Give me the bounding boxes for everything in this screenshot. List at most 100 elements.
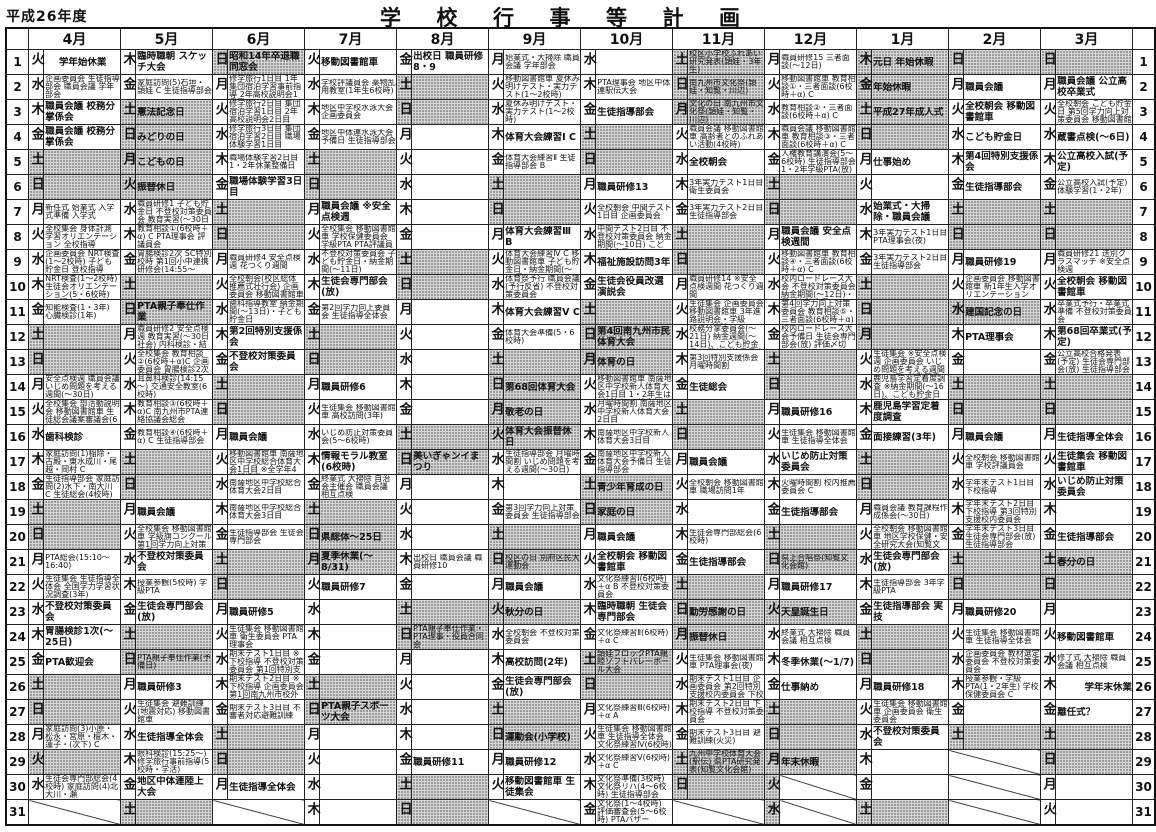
event-cell[interactable]: 文化祭練習Ⅰ(6校時)＋α B 不登校対策委員会	[595, 574, 673, 600]
event-cell[interactable]: 授業参観・学級PTA(1・2年生) 学校保健委員会 C	[963, 674, 1041, 700]
event-cell[interactable]	[595, 124, 673, 150]
event-cell[interactable]: 体育大会練習Ⅲ B	[503, 224, 581, 250]
event-cell[interactable]: 移動図書館車 生徒集会	[503, 774, 581, 800]
event-cell[interactable]	[43, 699, 121, 725]
event-cell[interactable]	[411, 199, 489, 225]
event-cell[interactable]: 情報モラル教室(6校時)	[319, 449, 397, 475]
event-cell[interactable]: 生徒集会 移動図書館車	[1055, 449, 1133, 475]
event-cell[interactable]	[963, 549, 1041, 575]
event-cell[interactable]: 終業式 大掃除 職員会議 相互点検	[779, 624, 857, 650]
event-cell[interactable]: 地区中体連水泳大会予備日 生徒指導部会	[319, 124, 397, 150]
event-cell[interactable]	[779, 774, 857, 800]
event-cell[interactable]: 移動図書館車 夏休み明けテスト・実力テスト(1～2校時)	[503, 74, 581, 100]
event-cell[interactable]: 職員研修11	[411, 749, 489, 775]
event-cell[interactable]: 生徒指導全体会	[227, 774, 305, 800]
event-cell[interactable]	[227, 724, 305, 750]
event-cell[interactable]	[687, 424, 765, 450]
event-cell[interactable]: 第4回南九州市民体育大会	[595, 324, 673, 350]
event-cell[interactable]	[43, 349, 121, 375]
event-cell[interactable]	[319, 724, 397, 750]
event-cell[interactable]	[227, 574, 305, 600]
event-cell[interactable]: 体育大会練習Ⅴ C	[503, 299, 581, 325]
event-cell[interactable]: 平成27年成人式	[871, 99, 949, 125]
event-cell[interactable]: 企画委員会 移動図書館車 新1年生入学オリエンテーション	[963, 274, 1041, 300]
event-cell[interactable]	[687, 249, 765, 275]
event-cell[interactable]	[319, 149, 397, 175]
event-cell[interactable]: 南薩地区中学校新人体育大会3日目	[595, 424, 673, 450]
event-cell[interactable]: 生徒会専門部会(放)	[319, 274, 397, 300]
event-cell[interactable]: 職員会議 校務分掌係会	[43, 99, 121, 125]
event-cell[interactable]	[411, 699, 489, 725]
event-cell[interactable]: 教育相談①(6校時＋α) C PTA理事会 評議員会	[135, 224, 213, 250]
event-cell[interactable]: 生徒会専門部総会(6校時)	[687, 524, 765, 550]
event-cell[interactable]	[779, 349, 857, 375]
event-cell[interactable]: 生徒指導全体会	[1055, 424, 1133, 450]
event-cell[interactable]	[687, 224, 765, 250]
event-cell[interactable]: 不登校対策委員会	[135, 549, 213, 575]
event-cell[interactable]: 生徒集会 ※安全点検週 企画委員会 いじめ問題を考える週間(～31日) 移動図書…	[871, 349, 949, 375]
event-cell[interactable]: PTA親子奉仕作業・PTA理事・役員合同会	[411, 624, 489, 650]
event-cell[interactable]: 教育相談③(6校時＋α)C 南九州市PTA連絡協議会総会	[135, 399, 213, 425]
event-cell[interactable]: 面接練習(3年)	[871, 424, 949, 450]
event-cell[interactable]: 生徒指導部会 家庭訪問(2)水下・南大川 C 生徒総会(4校時)	[43, 474, 121, 500]
event-cell[interactable]: 職員研修3	[135, 674, 213, 700]
event-cell[interactable]: 生徒指導全体会	[135, 724, 213, 750]
event-cell[interactable]	[411, 499, 489, 525]
event-cell[interactable]: 第2回特別支援係会	[227, 324, 305, 350]
event-cell[interactable]: 全校朝会 移動図書館車 職場訪問1年	[687, 474, 765, 500]
event-cell[interactable]	[963, 574, 1041, 600]
event-cell[interactable]: 昭和14年卒退職同窓会	[227, 49, 305, 75]
event-cell[interactable]: 職員会議 ※安全点検週	[319, 199, 397, 225]
event-cell[interactable]: 職員会議	[963, 424, 1041, 450]
event-cell[interactable]: 離任式？	[1055, 699, 1133, 725]
event-cell[interactable]: 生徒指導部会	[779, 499, 857, 525]
event-cell[interactable]	[871, 324, 949, 350]
event-cell[interactable]: 移動図書館車 南薩地区中学校総合体育大会1日目 ※全学年4時間授業	[227, 449, 305, 475]
event-cell[interactable]: 期末テスト2日目 ※下校指導 企画委員会 第1回南九州市校外生活指導連絡会	[227, 674, 305, 700]
event-cell[interactable]	[1055, 224, 1133, 250]
event-cell[interactable]	[227, 199, 305, 225]
event-cell[interactable]	[319, 674, 397, 700]
event-cell[interactable]: 生徒会専門部会(放)	[503, 674, 581, 700]
event-cell[interactable]	[411, 724, 489, 750]
event-cell[interactable]: 生徒指導部会	[687, 549, 765, 575]
event-cell[interactable]	[687, 399, 765, 425]
event-cell[interactable]	[779, 799, 857, 826]
event-cell[interactable]	[411, 74, 489, 100]
event-cell[interactable]: 学年末休業	[1055, 674, 1133, 700]
event-cell[interactable]: 天皇誕生日	[779, 599, 857, 625]
event-cell[interactable]: 生徒会専門部総会(4校時) 家庭訪問(4)北大川・瀬	[43, 774, 121, 800]
event-cell[interactable]	[963, 724, 1041, 750]
event-cell[interactable]: 生徒集会 企画委員会 移動図書館車 3年進路説明会・学級PTA(6校時＋α)	[687, 299, 765, 325]
event-cell[interactable]	[411, 524, 489, 550]
event-cell[interactable]: 職員研修16	[779, 399, 857, 425]
event-cell[interactable]: PTA理事会	[963, 324, 1041, 350]
event-cell[interactable]: 職員研修4 安全点検週 花つくり週間	[227, 249, 305, 275]
event-cell[interactable]: 生徒指導部会 実技	[871, 599, 949, 625]
event-cell[interactable]: 月曜時間割 南薩地区中学校新人体育大会2日目	[595, 399, 673, 425]
event-cell[interactable]: 臨時職朝 スケッチ大会	[135, 49, 213, 75]
event-cell[interactable]: 臨時職朝 生徒会専門部会	[595, 599, 673, 625]
event-cell[interactable]: 不登校対策委員会	[227, 349, 305, 375]
event-cell[interactable]	[779, 524, 857, 550]
event-cell[interactable]: 体育祭予行 職員会議(予行反省) 不登校対策委員会	[503, 274, 581, 300]
event-cell[interactable]: 歯科検診	[43, 424, 121, 450]
event-cell[interactable]	[779, 724, 857, 750]
event-cell[interactable]: 校内ロードレース大会予備日 生徒会専門部会(放) 評価〆切	[779, 324, 857, 350]
event-cell[interactable]: 勤労感謝の日	[687, 599, 765, 625]
event-cell[interactable]	[871, 749, 949, 775]
event-cell[interactable]: 修学旅行2日目 集団宿泊学習1日目 2年高校説明会2日目	[227, 99, 305, 125]
event-cell[interactable]: 文化祭練習Ⅲ(6校時)＋α A	[595, 699, 673, 725]
event-cell[interactable]: 教育相談④(6校時＋α) C 生徒指導部会	[135, 424, 213, 450]
event-cell[interactable]: 体育大会準備(5・6校時)	[503, 324, 581, 350]
event-cell[interactable]: 全校集会 移動図書館車 学級旗コンクール 第1回学力向上対策委員会	[135, 524, 213, 550]
event-cell[interactable]: 移動図書館車 南薩地区中学校新人体育大会1日目 1・2年生は4校時まで(給食無し…	[595, 374, 673, 400]
event-cell[interactable]: 家庭訪問(5)石垣・頴娃 C 生徒指導部会	[135, 74, 213, 100]
event-cell[interactable]: 職員研修2 安全点検週 教育実習(～30日 社会) 内科検診・結核検診	[135, 324, 213, 350]
event-cell[interactable]: 第4回学力向上対策委員会 教育相談⑤・三者面談(6校時＋α) C	[779, 299, 857, 325]
event-cell[interactable]: 企画委員会 教材選定委員会 不登校対策委員会	[963, 649, 1041, 675]
event-cell[interactable]	[963, 224, 1041, 250]
event-cell[interactable]	[1055, 724, 1133, 750]
event-cell[interactable]: 職員研修13	[595, 174, 673, 200]
event-cell[interactable]: 夏季休業(～8/31)	[319, 549, 397, 575]
